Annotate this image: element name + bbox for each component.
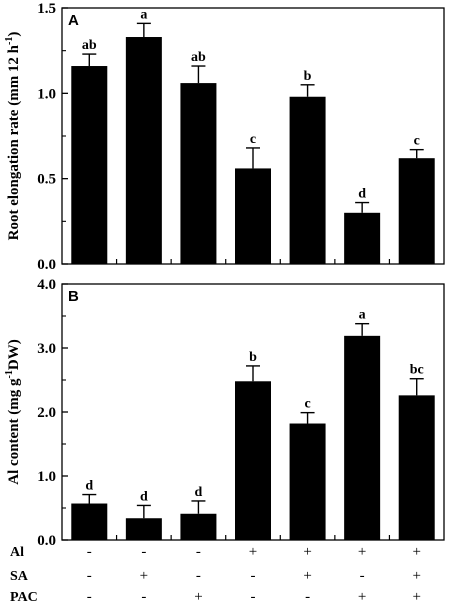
bar bbox=[235, 168, 271, 264]
treatment-sign: + bbox=[249, 544, 257, 560]
panel-label: B bbox=[68, 288, 79, 305]
significance-letter: c bbox=[414, 134, 420, 149]
bar bbox=[235, 381, 271, 540]
significance-letter: d bbox=[358, 187, 366, 202]
treatment-sign: + bbox=[303, 544, 311, 560]
significance-letter: c bbox=[304, 397, 310, 412]
treatment-sign: - bbox=[141, 544, 146, 560]
panel-a-chart: 0.0 0.5 1.0 1.5 A Root elongation rate (mm 12… bbox=[4, 1, 445, 273]
y-axis-label: Al content (mg g-1DW) bbox=[4, 339, 22, 484]
treatment-table: Al - - - + + + + SA - + - - + - + PAC - - + - - + + bbox=[10, 544, 421, 604]
treatment-sign: + bbox=[412, 589, 420, 604]
y-axis-label-sup: -1 bbox=[4, 37, 15, 45]
y-axis-label-end: DW) bbox=[6, 339, 22, 370]
treatment-sign: - bbox=[196, 544, 201, 560]
bar bbox=[289, 96, 326, 264]
y-tick-label: 0.5 bbox=[37, 172, 56, 188]
treatment-sign: - bbox=[360, 568, 365, 584]
y-tick-label: 4.0 bbox=[37, 277, 56, 293]
bar bbox=[344, 335, 381, 540]
bar bbox=[71, 66, 108, 264]
panel-label: A bbox=[68, 12, 79, 29]
y-tick-label: 1.0 bbox=[37, 469, 56, 485]
bar bbox=[71, 503, 108, 540]
significance-letter: ab bbox=[82, 38, 97, 53]
treatment-sign: - bbox=[87, 589, 92, 604]
treatment-sign: - bbox=[305, 589, 310, 604]
significance-letter: ab bbox=[191, 50, 206, 65]
y-tick-label: 0.0 bbox=[37, 257, 56, 273]
y-axis-label: Root elongation rate (mm 12 h-1) bbox=[4, 32, 22, 241]
treatment-sign: + bbox=[303, 568, 311, 584]
treatment-sign: + bbox=[194, 589, 202, 604]
treatment-name: Al bbox=[10, 545, 24, 560]
bar bbox=[180, 513, 217, 540]
y-tick-label: 3.0 bbox=[37, 341, 56, 357]
treatment-name: PAC bbox=[10, 590, 38, 604]
bar bbox=[398, 395, 435, 540]
y-tick-label: 1.0 bbox=[37, 86, 56, 102]
y-axis-label-end: ) bbox=[6, 32, 22, 37]
significance-letter: b bbox=[304, 69, 312, 84]
treatment-sign: + bbox=[412, 544, 420, 560]
treatment-sign: + bbox=[358, 589, 366, 604]
bar bbox=[398, 158, 435, 264]
bar bbox=[180, 83, 217, 265]
significance-letter: a bbox=[359, 308, 366, 323]
significance-letter: bc bbox=[410, 363, 424, 378]
y-axis-label-main: Root elongation rate (mm 12 h bbox=[6, 44, 22, 240]
significance-letter: b bbox=[249, 350, 257, 365]
bar bbox=[344, 212, 381, 264]
bar bbox=[125, 518, 162, 540]
significance-letter: d bbox=[140, 489, 148, 504]
treatment-sign: + bbox=[140, 568, 148, 584]
significance-letter: d bbox=[195, 485, 203, 500]
y-tick-label: 2.0 bbox=[37, 405, 56, 421]
significance-letter: a bbox=[140, 7, 147, 22]
y-tick-label: 1.5 bbox=[37, 1, 56, 17]
y-axis-label-main: Al content (mg g bbox=[6, 378, 22, 485]
y-axis-label-sup: -1 bbox=[4, 370, 15, 378]
treatment-sign: - bbox=[251, 589, 256, 604]
treatment-sign: - bbox=[141, 589, 146, 604]
y-tick-label: 0.0 bbox=[37, 533, 56, 549]
treatment-sign: + bbox=[412, 568, 420, 584]
bar bbox=[125, 37, 162, 264]
treatment-sign: - bbox=[251, 568, 256, 584]
treatment-sign: - bbox=[196, 568, 201, 584]
treatment-sign: - bbox=[87, 544, 92, 560]
panel-b-chart: 0.0 1.0 2.0 3.0 4.0 B Al content (mg g-1DW) d d d… bbox=[4, 277, 445, 549]
bar bbox=[289, 423, 326, 540]
significance-letter: d bbox=[85, 479, 93, 494]
treatment-sign: + bbox=[358, 544, 366, 560]
treatment-name: SA bbox=[10, 569, 29, 584]
treatment-sign: - bbox=[87, 568, 92, 584]
significance-letter: c bbox=[250, 132, 256, 147]
